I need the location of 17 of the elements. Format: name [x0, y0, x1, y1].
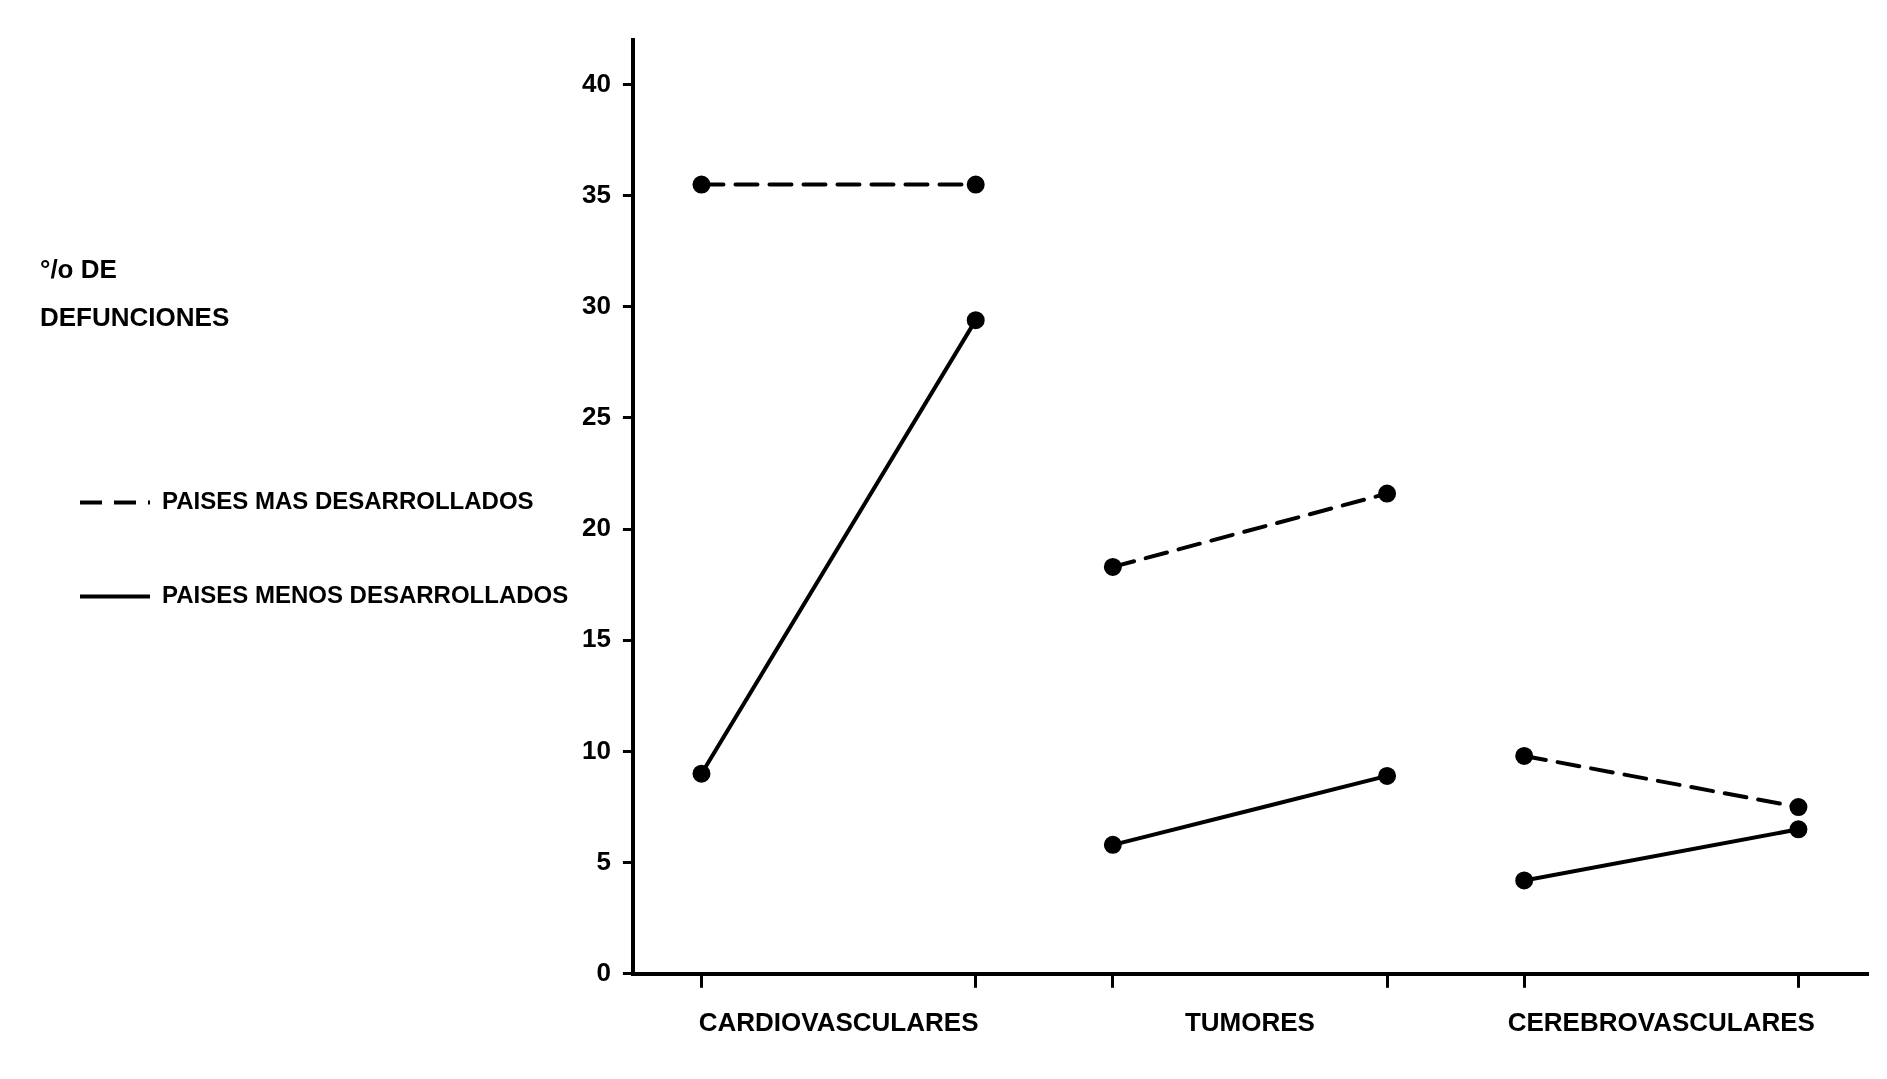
x-tick-label: CEREBROVASCULARES [1507, 1006, 1815, 1037]
point [966, 175, 985, 194]
y-tick-label: 35 [582, 178, 611, 209]
y-tick-label: 30 [582, 289, 611, 320]
y-tick-label: 5 [596, 845, 611, 876]
point [692, 175, 711, 194]
y-tick-label: 15 [582, 623, 611, 654]
legend-label: PAISES MENOS DESARROLLADOS [162, 581, 569, 609]
y-tick-label: 40 [582, 67, 611, 98]
y-tick-label: 20 [582, 512, 611, 543]
legend-label: PAISES MAS DESARROLLADOS [162, 487, 534, 515]
y-tick-label: 0 [596, 956, 611, 987]
text: °/o DE DEFUNCIONES [40, 253, 231, 334]
y-tick-label: 10 [582, 734, 611, 765]
x-tick-label: CARDIOVASCULARES [698, 1006, 979, 1037]
y-tick-label: 25 [582, 401, 611, 432]
x-tick-label: TUMORES [1184, 1006, 1315, 1037]
